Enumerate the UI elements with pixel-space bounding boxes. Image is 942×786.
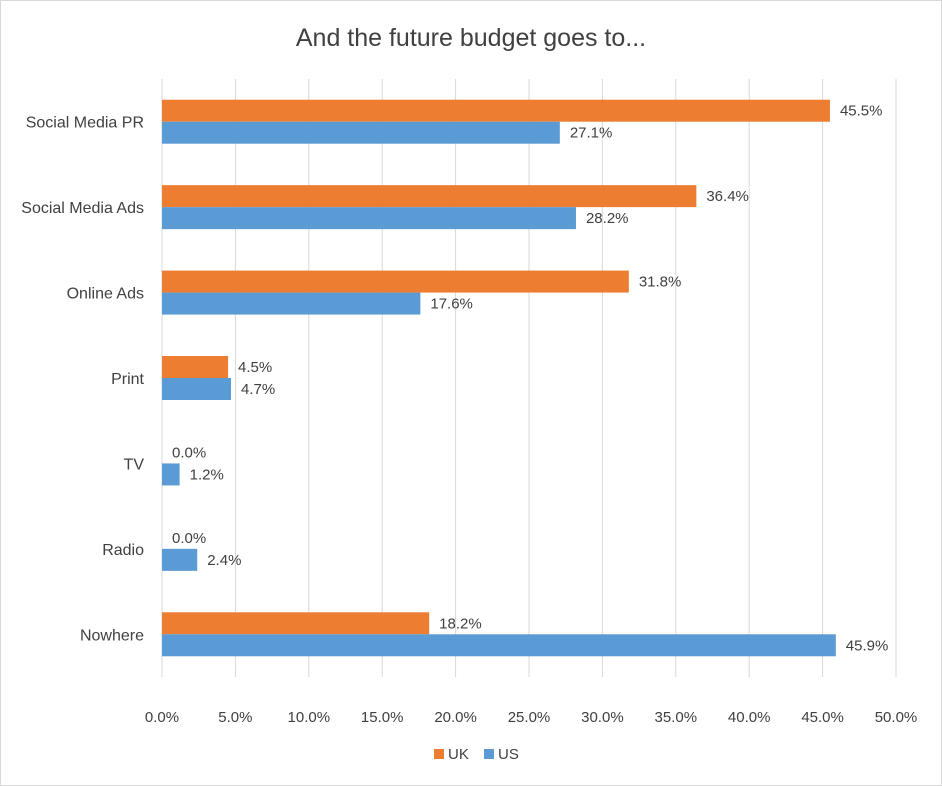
gridlines bbox=[161, 79, 897, 677]
data-label: 18.2% bbox=[439, 615, 482, 632]
data-label: 36.4% bbox=[706, 188, 749, 205]
x-tick-label: 50.0% bbox=[875, 709, 918, 726]
data-label: 28.2% bbox=[586, 210, 629, 227]
x-tick-label: 20.0% bbox=[434, 709, 477, 726]
data-label: 17.6% bbox=[430, 296, 473, 313]
data-label: 2.4% bbox=[207, 552, 241, 569]
category-label: Social Media Ads bbox=[21, 200, 144, 217]
data-label: 1.2% bbox=[190, 466, 224, 483]
x-tick-label: 45.0% bbox=[801, 709, 844, 726]
data-label: 0.0% bbox=[172, 530, 206, 547]
category-label: Online Ads bbox=[67, 286, 144, 303]
data-label: 4.7% bbox=[241, 381, 275, 398]
legend-label-us: US bbox=[498, 746, 519, 763]
data-label: 31.8% bbox=[639, 274, 682, 291]
category-label: Social Media PR bbox=[26, 115, 144, 132]
bars bbox=[162, 99, 836, 657]
bar-uk bbox=[162, 356, 229, 378]
category-label: Nowhere bbox=[80, 627, 144, 644]
data-label: 4.5% bbox=[238, 359, 272, 376]
data-labels: 45.5% 27.1% 36.4% 28.2% 31.8% 17.6% 4.5% 4.7% 0.… bbox=[172, 103, 888, 655]
category-label: Print bbox=[111, 371, 144, 388]
category-label: Radio bbox=[102, 542, 144, 559]
bar-us bbox=[162, 207, 576, 230]
bar-us bbox=[162, 378, 231, 400]
x-tick-label: 0.0% bbox=[145, 709, 179, 726]
x-tick-label: 15.0% bbox=[361, 709, 404, 726]
bar-us bbox=[162, 463, 180, 486]
bar-uk bbox=[162, 270, 629, 293]
category-labels: Social Media PR Social Media Ads Online Ad… bbox=[21, 115, 144, 645]
category-label: TV bbox=[124, 456, 145, 473]
data-label: 45.9% bbox=[846, 637, 889, 654]
x-tick-label: 25.0% bbox=[508, 709, 551, 726]
legend: UK US bbox=[434, 746, 519, 763]
legend-label-uk: UK bbox=[448, 746, 469, 763]
legend-swatch-uk bbox=[434, 749, 444, 759]
x-tick-label: 10.0% bbox=[288, 709, 331, 726]
bar-uk bbox=[162, 99, 830, 122]
x-tick-label: 35.0% bbox=[655, 709, 698, 726]
bar-us bbox=[162, 634, 836, 657]
data-label: 45.5% bbox=[840, 103, 883, 120]
bar-uk bbox=[162, 612, 430, 635]
x-tick-label: 40.0% bbox=[728, 709, 771, 726]
bar-uk bbox=[162, 185, 697, 208]
x-tick-label: 5.0% bbox=[218, 709, 252, 726]
data-label: 27.1% bbox=[570, 125, 613, 142]
data-label: 0.0% bbox=[172, 444, 206, 461]
bar-us bbox=[162, 292, 421, 315]
bar-us bbox=[162, 121, 560, 144]
x-tick-label: 30.0% bbox=[581, 709, 624, 726]
legend-swatch-us bbox=[484, 749, 494, 759]
x-axis-ticks: 0.0% 5.0% 10.0% 15.0% 20.0% 25.0% 30.0% 35.0% 40… bbox=[145, 709, 917, 726]
bar-us bbox=[162, 548, 198, 571]
chart-title: And the future budget goes to... bbox=[296, 24, 646, 52]
